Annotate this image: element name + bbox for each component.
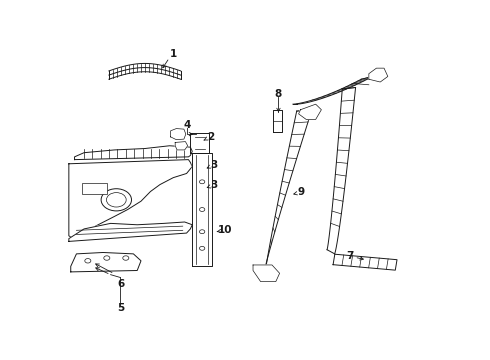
Polygon shape	[298, 104, 321, 120]
Circle shape	[199, 180, 205, 184]
Text: 4: 4	[184, 120, 191, 130]
Polygon shape	[369, 68, 388, 82]
Circle shape	[104, 256, 110, 260]
Polygon shape	[69, 159, 192, 240]
Polygon shape	[273, 110, 281, 132]
Circle shape	[85, 258, 91, 263]
Polygon shape	[171, 129, 186, 140]
Text: 5: 5	[118, 303, 125, 313]
Circle shape	[199, 246, 205, 250]
Circle shape	[199, 208, 205, 211]
Polygon shape	[265, 110, 312, 270]
Text: 1: 1	[170, 49, 177, 59]
Polygon shape	[74, 146, 192, 159]
Text: 9: 9	[298, 187, 305, 197]
Polygon shape	[327, 87, 356, 254]
Circle shape	[106, 193, 126, 207]
Text: 10: 10	[218, 225, 233, 235]
Circle shape	[123, 256, 129, 260]
Text: 7: 7	[346, 251, 354, 261]
Bar	[82, 183, 107, 194]
Polygon shape	[293, 76, 373, 104]
Text: 8: 8	[275, 90, 282, 99]
Circle shape	[101, 189, 131, 211]
Polygon shape	[71, 252, 141, 272]
Text: 3: 3	[211, 180, 218, 190]
Polygon shape	[192, 153, 212, 266]
Circle shape	[199, 230, 205, 234]
Polygon shape	[253, 265, 280, 282]
Text: 3: 3	[211, 159, 218, 170]
Text: 6: 6	[118, 279, 125, 289]
Polygon shape	[333, 254, 397, 270]
Polygon shape	[69, 222, 192, 242]
Text: 2: 2	[207, 132, 214, 142]
Polygon shape	[175, 141, 188, 150]
